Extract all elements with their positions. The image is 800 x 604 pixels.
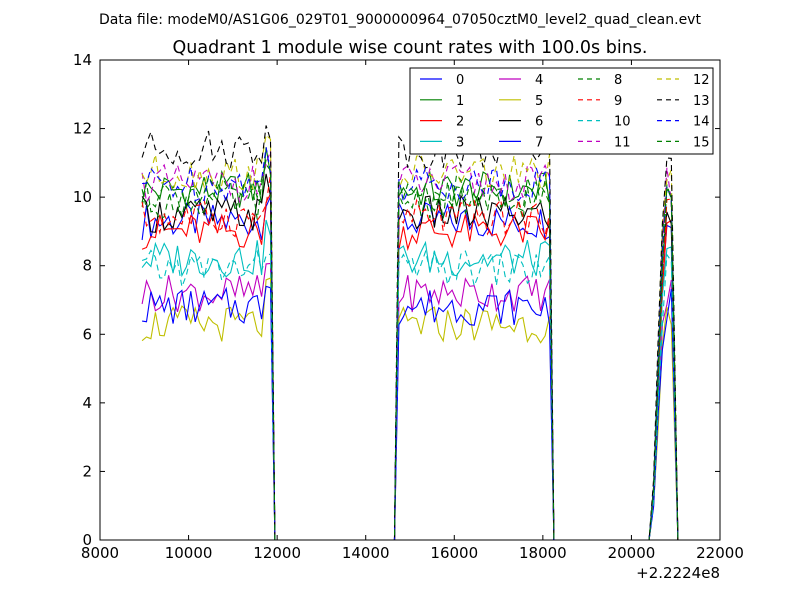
legend-label-14: 14: [693, 115, 710, 130]
series-line-13: [141, 125, 679, 541]
y-tick-label: 12: [73, 120, 92, 138]
legend-label-2: 2: [456, 115, 464, 130]
series-line-11: [141, 150, 679, 541]
y-tick-label: 8: [82, 257, 92, 275]
y-tick-label: 2: [82, 462, 92, 480]
legend-label-7: 7: [535, 135, 543, 150]
series-line-12: [141, 133, 679, 541]
legend-label-3: 3: [456, 135, 464, 150]
series-line-0: [141, 196, 679, 541]
series-line-7: [142, 285, 679, 541]
x-tick-label: 14000: [342, 544, 390, 562]
legend-frame: [409, 67, 714, 155]
legend-label-11: 11: [614, 135, 631, 150]
series-line-15: [141, 163, 679, 541]
series-line-8: [141, 158, 679, 541]
series-line-6: [141, 173, 679, 541]
x-tick-label: 10000: [165, 544, 213, 562]
series-line-5: [141, 277, 679, 541]
y-tick-label: 0: [82, 531, 92, 549]
x-tick-label: 20000: [608, 544, 656, 562]
legend-label-0: 0: [456, 73, 464, 88]
legend-label-1: 1: [456, 94, 464, 109]
legend-label-10: 10: [614, 115, 631, 130]
series-line-3: [141, 219, 679, 541]
series-line-9: [141, 173, 679, 541]
series-line-2: [141, 193, 679, 541]
legend-label-6: 6: [535, 115, 543, 130]
series-line-10: [141, 249, 679, 541]
x-tick-label: 12000: [253, 544, 301, 562]
legend-label-9: 9: [614, 94, 622, 109]
y-tick-label: 10: [73, 188, 92, 206]
chart-title: Quadrant 1 module wise count rates with …: [173, 38, 648, 58]
series-line-4: [141, 262, 679, 541]
x-axis-offset-label: +2.2224e8: [636, 564, 720, 582]
figure-suptitle: Data file: modeM0/AS1G06_029T01_90000009…: [99, 12, 701, 28]
legend-label-5: 5: [535, 94, 543, 109]
legend-label-13: 13: [693, 94, 710, 109]
series-line-14: [142, 147, 679, 541]
y-tick-label: 14: [73, 51, 92, 69]
legend-label-15: 15: [693, 135, 710, 150]
x-tick-label: 16000: [430, 544, 478, 562]
axis-ticks: 8000 10000 12000 14000 16000 18000 20000 22000 0…: [73, 51, 744, 562]
y-tick-label: 6: [82, 325, 92, 343]
plot-lines: [141, 125, 679, 541]
legend-label-4: 4: [535, 73, 543, 88]
series-line-1: [141, 147, 679, 541]
x-tick-label: 22000: [696, 544, 744, 562]
legend-label-12: 12: [693, 73, 710, 88]
y-tick-label: 4: [82, 394, 92, 412]
x-tick-label: 18000: [519, 544, 567, 562]
x-tick-label: 8000: [81, 544, 119, 562]
legend-label-8: 8: [614, 73, 622, 88]
plot-frame: [99, 59, 721, 541]
